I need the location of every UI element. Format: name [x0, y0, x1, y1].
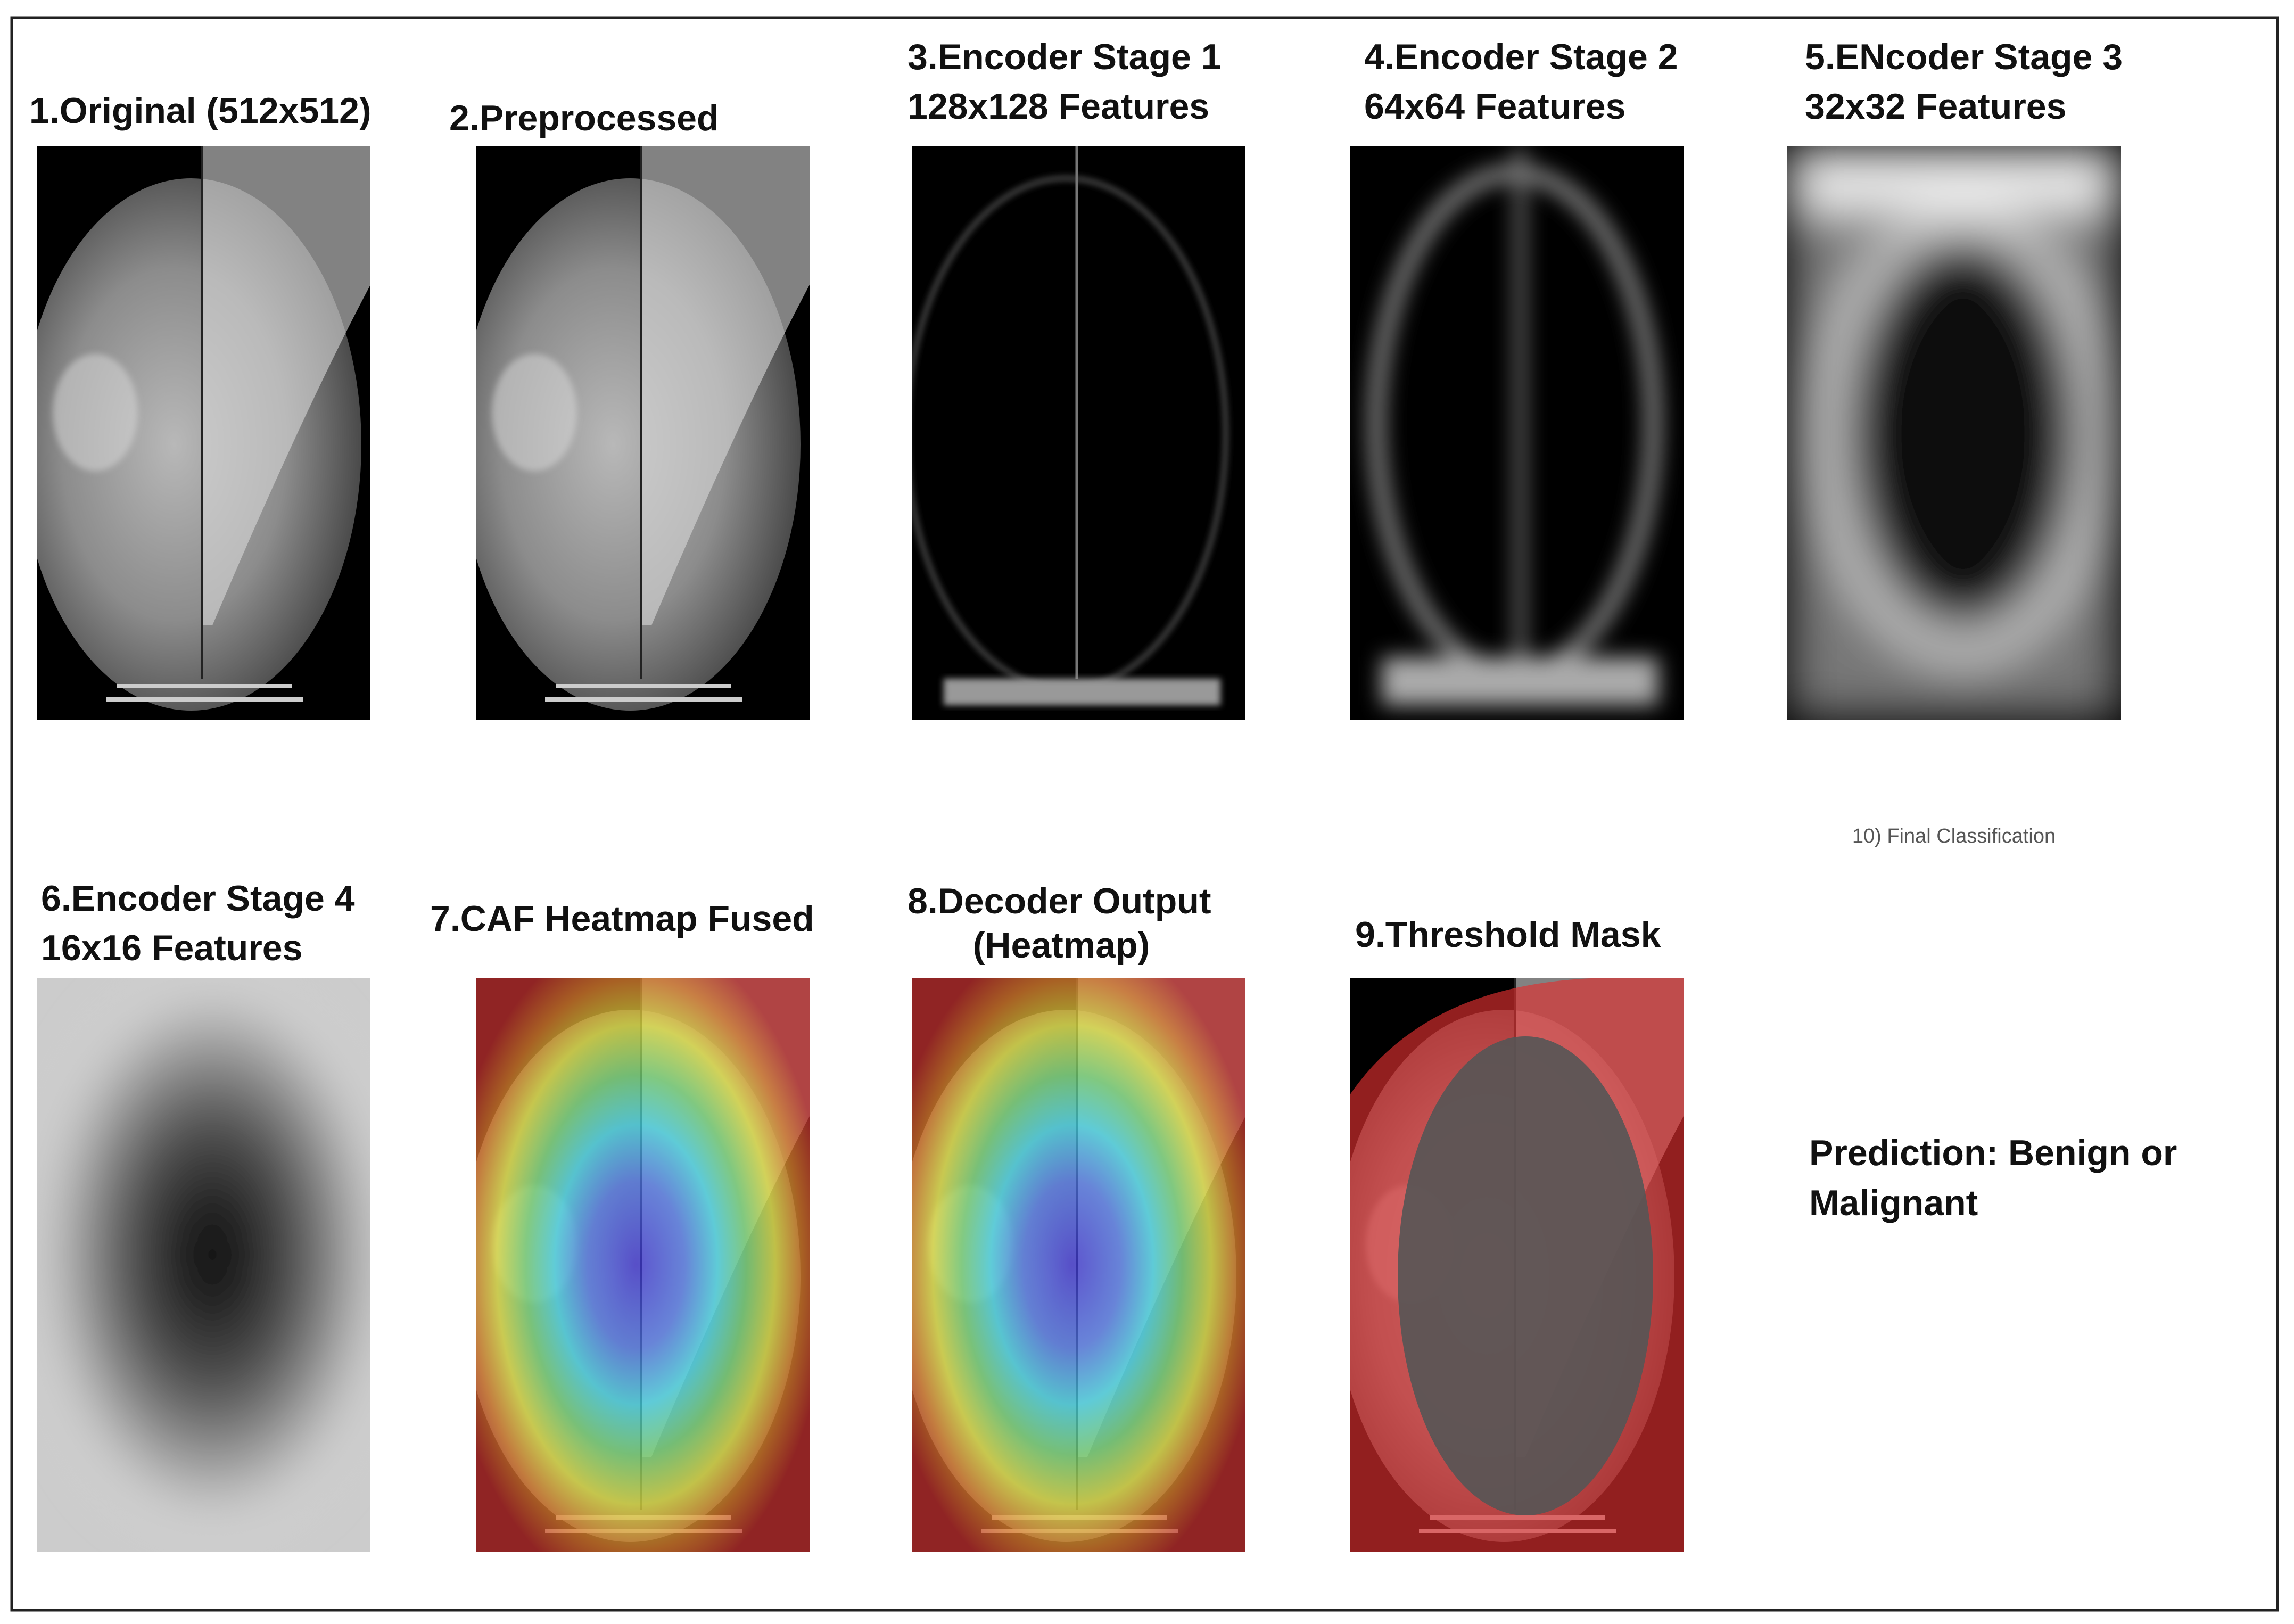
image-decoder-output: [896, 978, 1245, 1552]
image-encoder-2: [1350, 146, 1684, 720]
panel-title: 7.CAF Heatmap Fused: [430, 898, 814, 939]
panel-subtitle: 16x16 Features: [41, 928, 302, 968]
image-encoder-4: [37, 978, 370, 1552]
frame: [10, 16, 2279, 1612]
image-threshold-mask: [1334, 978, 1684, 1552]
image-original: [21, 146, 370, 720]
panel-title: 2.Preprocessed: [449, 98, 719, 138]
panel-title: 4.Encoder Stage 2: [1364, 37, 1678, 77]
panel-title: 5.ENcoder Stage 3: [1805, 37, 2123, 77]
panel-subtitle: 32x32 Features: [1805, 86, 2066, 127]
panel-title: 3.Encoder Stage 1: [907, 37, 1222, 77]
image-preprocessed: [460, 146, 810, 720]
panel-title: 1.Original (512x512): [29, 90, 372, 131]
image-encoder-1: [912, 146, 1245, 720]
panel-subtitle: 128x128 Features: [907, 86, 1209, 127]
panel-title: 6.Encoder Stage 4: [41, 878, 355, 919]
panel-title: 9.Threshold Mask: [1355, 914, 1661, 955]
image-encoder-3: [1787, 146, 2121, 720]
panel-subtitle: (Heatmap): [973, 925, 1150, 966]
final-classification-label: 10) Final Classification: [1852, 825, 2056, 847]
panel-title: 8.Decoder Output: [907, 881, 1211, 921]
prediction-text: Malignant: [1809, 1183, 1978, 1223]
image-caf-heatmap: [460, 978, 810, 1552]
prediction-text: Prediction: Benign or: [1809, 1133, 2177, 1173]
panel-subtitle: 64x64 Features: [1364, 86, 1625, 127]
